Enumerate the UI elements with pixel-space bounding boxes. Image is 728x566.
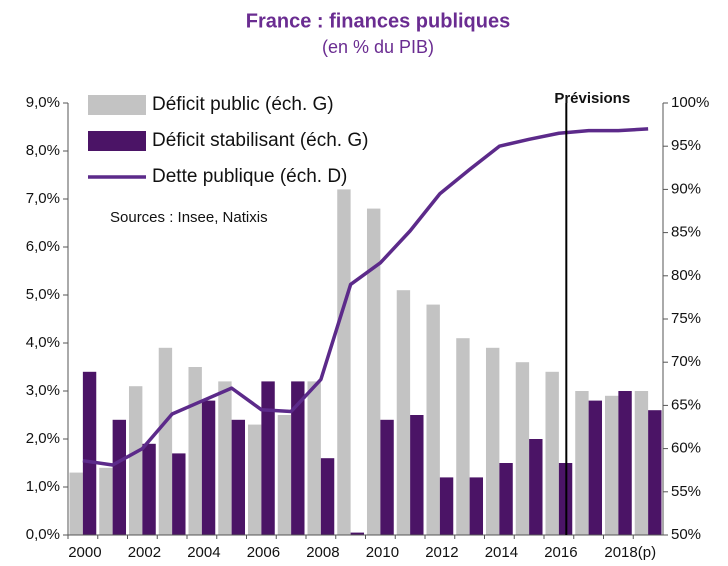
y-tick-label: 9,0%: [26, 94, 60, 111]
bar: [350, 532, 365, 535]
line-series: [82, 127, 649, 467]
y2-tick-label: 50%: [671, 526, 701, 543]
x-tick-label: 2014: [485, 544, 518, 561]
bar: [456, 338, 470, 535]
y-tick-label: 0,0%: [26, 526, 60, 543]
legend-swatch: [88, 95, 146, 115]
bar: [485, 347, 500, 535]
bar: [439, 477, 454, 535]
bar: [648, 410, 662, 535]
bar: [261, 381, 275, 535]
bar: [277, 415, 292, 535]
y2-tick-label: 55%: [671, 483, 701, 500]
bar: [320, 458, 335, 535]
x-tick-label: 2004: [187, 544, 220, 561]
chart-subtitle: (en % du PIB): [322, 37, 434, 57]
legend-label: Déficit public (éch. G): [152, 94, 334, 115]
bar: [575, 391, 589, 535]
bar: [380, 419, 394, 535]
bar: [604, 395, 619, 535]
bar: [307, 381, 321, 535]
bar: [396, 290, 411, 535]
y2-tick-label: 85%: [671, 224, 701, 241]
y-tick-label: 1,0%: [26, 478, 60, 495]
bar: [231, 419, 246, 535]
annotation: Prévisions: [554, 90, 630, 107]
bar: [426, 304, 440, 535]
y-tick-label: 3,0%: [26, 382, 60, 399]
y-tick-label: 5,0%: [26, 286, 60, 303]
bar: [410, 415, 424, 535]
bar: [82, 371, 97, 535]
bar: [218, 381, 232, 535]
bar: [337, 189, 351, 535]
bar: [188, 367, 202, 535]
x-tick-label: 2000: [68, 544, 101, 561]
x-tick-label: 2002: [128, 544, 161, 561]
bar: [128, 386, 143, 535]
bar: [158, 347, 173, 535]
y-tick-label: 6,0%: [26, 238, 60, 255]
bar: [515, 362, 530, 535]
y2-tick-label: 75%: [671, 310, 701, 327]
y2-tick-label: 70%: [671, 353, 701, 370]
y2-tick-label: 65%: [671, 396, 701, 413]
bar: [529, 439, 543, 535]
y2-tick-label: 80%: [671, 267, 701, 284]
y-tick-label: 8,0%: [26, 142, 60, 159]
bar: [112, 419, 127, 535]
legend-swatch: [88, 131, 146, 151]
bar: [99, 467, 113, 535]
x-tick-label: 2012: [425, 544, 458, 561]
bar: [618, 391, 632, 535]
y-tick-label: 7,0%: [26, 190, 60, 207]
bar: [634, 391, 649, 535]
y-tick-label: 4,0%: [26, 334, 60, 351]
bar: [172, 453, 186, 535]
legend-label: Déficit stabilisant (éch. G): [152, 130, 368, 151]
x-tick-label: 2008: [306, 544, 339, 561]
bar: [366, 208, 381, 535]
bar: [545, 371, 559, 535]
bar: [499, 463, 513, 535]
bar: [142, 443, 156, 535]
y-tick-label: 2,0%: [26, 430, 60, 447]
x-tick-label: 2018(p): [604, 544, 656, 561]
bar: [69, 472, 83, 535]
x-tick-label: 2006: [247, 544, 280, 561]
bar: [201, 400, 216, 535]
bar: [469, 477, 484, 535]
legend-label: Dette publique (éch. D): [152, 166, 347, 187]
y2-tick-label: 100%: [671, 94, 709, 111]
y2-tick-label: 95%: [671, 137, 701, 154]
x-tick-label: 2016: [544, 544, 577, 561]
bar: [588, 400, 603, 535]
bar: [247, 424, 262, 535]
bar: [291, 381, 305, 535]
chart-title: France : finances publiques: [246, 10, 511, 32]
y2-tick-label: 60%: [671, 440, 701, 457]
annotation: Sources : Insee, Natixis: [110, 209, 268, 226]
y2-tick-label: 90%: [671, 180, 701, 197]
x-tick-label: 2010: [366, 544, 399, 561]
